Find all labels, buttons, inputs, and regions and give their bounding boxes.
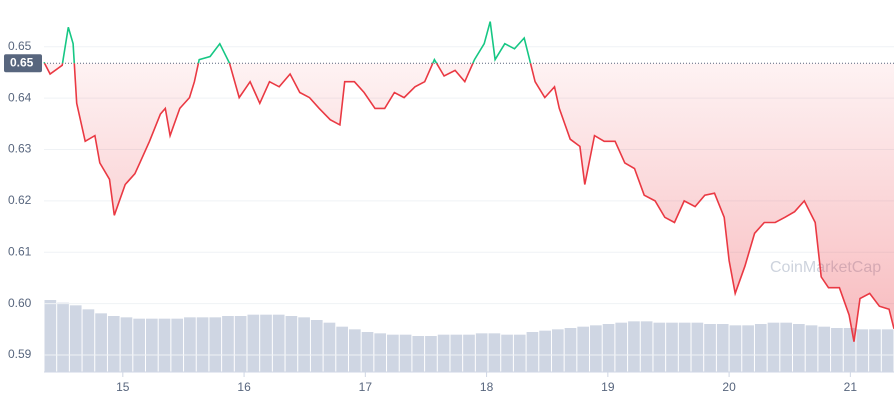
volume-bar bbox=[881, 329, 894, 372]
volume-bar bbox=[272, 314, 285, 372]
volume-bar bbox=[348, 329, 361, 372]
x-tick-label: 15 bbox=[116, 380, 130, 394]
volume-bar bbox=[234, 316, 247, 372]
volume-bar bbox=[425, 336, 437, 372]
volume-bar bbox=[767, 322, 780, 372]
price-line-down bbox=[43, 63, 894, 342]
volume-bar bbox=[387, 334, 399, 372]
volume-bar bbox=[602, 324, 615, 372]
volume-bar bbox=[615, 322, 628, 372]
volume-bar bbox=[95, 313, 107, 372]
volume-bar bbox=[361, 332, 374, 372]
volume-bar bbox=[628, 321, 640, 372]
reference-label-box bbox=[4, 54, 42, 73]
volume-bar bbox=[57, 302, 69, 372]
volume-bar bbox=[158, 318, 171, 372]
volume-bar bbox=[590, 325, 602, 372]
volume-bar bbox=[704, 324, 716, 372]
volume-bar bbox=[488, 333, 501, 372]
volume-bar bbox=[513, 334, 526, 372]
volume-bar bbox=[437, 334, 450, 372]
volume-bar bbox=[564, 328, 577, 372]
volume-bar bbox=[44, 300, 57, 372]
volume-bar bbox=[780, 322, 793, 372]
volume-bar bbox=[691, 322, 704, 372]
volume-bar bbox=[754, 324, 767, 372]
volume-bar bbox=[133, 318, 145, 372]
volume-bar bbox=[526, 332, 539, 372]
volume-bar bbox=[399, 334, 412, 372]
volume-bar bbox=[69, 305, 82, 372]
volume-bar bbox=[475, 333, 488, 372]
volume-bar bbox=[374, 333, 387, 372]
volume-bar bbox=[196, 317, 209, 372]
volume-bar bbox=[805, 325, 818, 372]
volume-bar bbox=[729, 325, 742, 372]
y-tick-label: 0.62 bbox=[8, 193, 32, 207]
volume-bar bbox=[184, 317, 196, 372]
volume-bar bbox=[450, 334, 463, 372]
volume-bar bbox=[831, 328, 843, 372]
volume-bar bbox=[323, 322, 336, 372]
volume-bar bbox=[640, 321, 653, 372]
volume-bar bbox=[222, 316, 234, 372]
volume-bar bbox=[856, 329, 869, 372]
volume-bar bbox=[463, 334, 475, 372]
volume-bar bbox=[678, 322, 691, 372]
volume-bar bbox=[120, 317, 133, 372]
price-area bbox=[44, 63, 894, 342]
volume-bar bbox=[247, 314, 260, 372]
x-tick-label: 21 bbox=[844, 380, 858, 394]
volume-bar bbox=[716, 324, 729, 372]
x-tick-label: 20 bbox=[722, 380, 736, 394]
y-tick-label: 0.60 bbox=[8, 296, 32, 310]
volume-bar bbox=[539, 330, 551, 372]
volume-bar bbox=[666, 322, 678, 372]
volume-bar bbox=[843, 328, 856, 372]
y-tick-label: 0.59 bbox=[8, 347, 32, 361]
volume-bar bbox=[869, 329, 881, 372]
x-tick-label: 16 bbox=[237, 380, 251, 394]
reference-label: 0.65 bbox=[10, 55, 34, 69]
volume-bar bbox=[577, 326, 590, 372]
volume-bar bbox=[171, 318, 184, 372]
y-tick-label: 0.61 bbox=[8, 244, 32, 258]
volume-bar bbox=[82, 309, 95, 372]
volume-bar bbox=[336, 326, 348, 372]
x-tick-label: 19 bbox=[601, 380, 615, 394]
volume-bar bbox=[260, 314, 272, 372]
volume-bar bbox=[285, 316, 298, 372]
x-tick-label: 17 bbox=[359, 380, 373, 394]
y-tick-label: 0.63 bbox=[8, 142, 32, 156]
volume-bar bbox=[209, 317, 222, 372]
volume-bar bbox=[145, 318, 158, 372]
volume-bar bbox=[551, 329, 564, 372]
volume-bar bbox=[107, 316, 120, 372]
volume-bar bbox=[818, 326, 831, 372]
x-tick-label: 18 bbox=[480, 380, 494, 394]
volume-bar bbox=[298, 317, 310, 372]
volume-bar bbox=[742, 325, 754, 372]
volume-bar bbox=[501, 334, 513, 372]
y-tick-label: 0.64 bbox=[8, 90, 32, 104]
volume-bar bbox=[793, 324, 805, 372]
y-tick-label: 0.65 bbox=[8, 39, 32, 53]
volume-bar bbox=[310, 320, 323, 372]
volume-bar bbox=[653, 322, 666, 372]
volume-bar bbox=[412, 336, 425, 372]
